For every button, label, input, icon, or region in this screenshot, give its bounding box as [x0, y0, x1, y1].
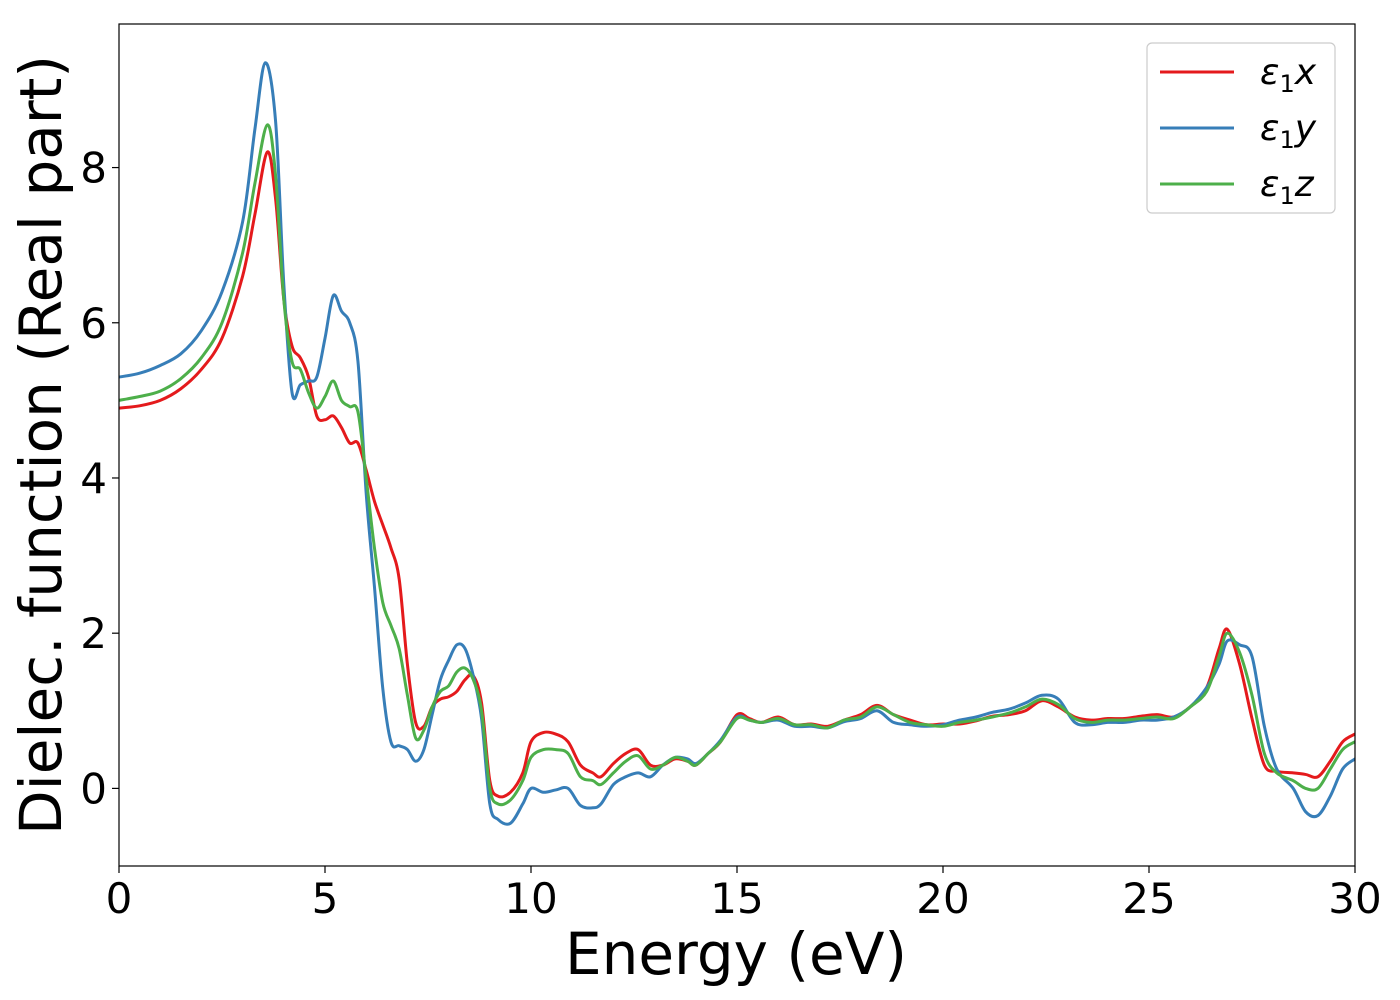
series-line-z — [119, 123, 1355, 807]
x-tick-label: 30 — [1328, 874, 1381, 923]
y-tick-label: 4 — [80, 454, 107, 503]
x-tick-label: 15 — [710, 874, 763, 923]
y-axis: 0 2 4 6 8 — [80, 144, 119, 813]
y-tick-label: 6 — [80, 299, 107, 348]
y-tick-label: 2 — [80, 609, 107, 658]
series-line-x — [119, 150, 1355, 799]
x-tick-label: 10 — [504, 874, 557, 923]
x-tick-label: 20 — [916, 874, 969, 923]
legend-label: ε1x — [1260, 52, 1317, 98]
series-line-y — [119, 61, 1355, 826]
legend-item-x: ε1x — [1160, 52, 1317, 98]
y-tick-label: 8 — [80, 144, 107, 193]
legend-item-z: ε1z — [1160, 164, 1315, 210]
y-tick-label: 0 — [80, 764, 107, 813]
x-tick-label: 5 — [312, 874, 339, 923]
x-axis-label: Energy (eV) — [565, 920, 907, 988]
x-tick-label: 25 — [1122, 874, 1175, 923]
plot-area — [118, 23, 1356, 867]
legend: ε1x ε1y ε1z — [1146, 42, 1336, 214]
legend-item-y: ε1y — [1160, 108, 1317, 154]
series-layer — [119, 61, 1355, 826]
legend-label: ε1y — [1260, 108, 1317, 154]
legend-box — [1146, 42, 1336, 214]
x-tick-label: 0 — [106, 874, 133, 923]
legend-label: ε1z — [1260, 164, 1315, 210]
y-axis-label: Dielec. function (Real part) — [7, 55, 75, 835]
x-axis: 0 5 10 15 20 25 30 — [106, 866, 1382, 923]
